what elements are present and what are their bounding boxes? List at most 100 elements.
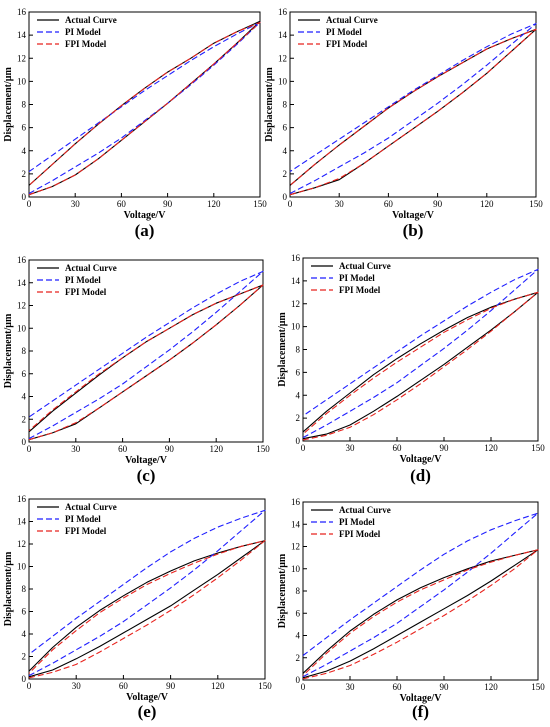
legend-label: PI Model [65, 27, 101, 37]
x-tick-label: 150 [531, 443, 545, 453]
y-tick-label: 16 [291, 497, 301, 507]
legend-label: Actual Curve [339, 261, 391, 271]
y-tick-label: 0 [283, 192, 288, 202]
y-axis-title: Displacement/μm [277, 312, 288, 387]
series-line-actual-curve [302, 549, 539, 679]
x-tick-label: 30 [335, 199, 345, 209]
series-line-fpi-model [28, 540, 266, 679]
x-tick-label: 120 [484, 682, 498, 692]
y-tick-label: 6 [283, 123, 288, 133]
x-axis-title: Voltage/V [125, 455, 168, 466]
y-tick-label: 6 [296, 608, 301, 618]
y-tick-label: 10 [17, 76, 27, 86]
y-tick-label: 2 [22, 652, 27, 662]
panel-label: (e) [138, 702, 157, 721]
panel-label: (f) [412, 702, 429, 721]
legend-label: PI Model [339, 273, 375, 283]
y-tick-label: 14 [291, 276, 301, 286]
chart-panel-6: 0 30 60 90 120 150 0 2 4 6 8 10 12 14 16 Voltage/V Displ… [277, 497, 545, 721]
y-tick-label: 10 [291, 322, 301, 332]
x-tick-label: 30 [71, 199, 81, 209]
y-tick-label: 16 [278, 7, 288, 17]
y-axis-title: Displacement/μm [3, 67, 14, 142]
legend-label: Actual Curve [326, 15, 378, 25]
series-line-actual-curve [28, 284, 264, 441]
x-tick-label: 90 [440, 682, 450, 692]
y-tick-label: 0 [296, 675, 301, 685]
chart-panel-2: 0 30 60 90 120 150 0 2 4 6 8 10 12 14 16 Voltage/V Displ… [264, 7, 543, 240]
y-axis-title: Displacement/μm [277, 553, 288, 628]
x-tick-label: 30 [346, 443, 356, 453]
legend-label: PI Model [339, 517, 375, 527]
x-tick-label: 150 [256, 444, 270, 454]
y-tick-label: 8 [283, 100, 288, 110]
y-tick-label: 12 [278, 53, 287, 63]
series-line-pi-model [28, 21, 261, 194]
x-tick-label: 60 [117, 199, 127, 209]
x-tick-label: 30 [71, 444, 81, 454]
y-tick-label: 16 [17, 494, 27, 504]
x-tick-label: 120 [480, 199, 494, 209]
y-tick-label: 4 [22, 629, 27, 639]
legend-label: Actual Curve [339, 505, 391, 515]
chart-panel-5: 0 30 60 90 120 150 0 2 4 6 8 10 12 14 16 Voltage/V Displ… [3, 494, 272, 721]
chart-panel-4: 0 30 60 90 120 150 0 2 4 6 8 10 12 14 16 Voltage/V Displ… [277, 253, 545, 485]
panel-label: (d) [410, 466, 431, 485]
x-tick-label: 150 [529, 199, 543, 209]
series-line-pi-model [28, 509, 266, 677]
y-tick-label: 8 [22, 584, 27, 594]
x-tick-label: 60 [384, 199, 394, 209]
y-tick-label: 2 [296, 413, 301, 423]
legend-label: Actual Curve [65, 15, 117, 25]
x-tick-label: 60 [393, 682, 403, 692]
y-tick-label: 4 [283, 146, 288, 156]
x-tick-label: 120 [207, 199, 221, 209]
y-tick-label: 6 [296, 367, 301, 377]
y-tick-label: 16 [291, 253, 301, 263]
panel-label: (c) [137, 466, 156, 485]
y-tick-label: 16 [17, 7, 27, 17]
legend-label: FPI Model [65, 287, 107, 297]
y-tick-label: 2 [22, 169, 27, 179]
x-tick-label: 0 [27, 444, 32, 454]
y-axis-title: Displacement/μm [3, 313, 14, 388]
x-tick-label: 90 [433, 199, 443, 209]
y-tick-label: 8 [296, 586, 301, 596]
x-tick-label: 120 [209, 444, 223, 454]
y-tick-label: 2 [283, 169, 288, 179]
y-tick-label: 10 [17, 562, 27, 572]
legend-label: PI Model [65, 275, 101, 285]
y-tick-label: 10 [291, 564, 301, 574]
y-tick-label: 8 [22, 346, 27, 356]
x-tick-label: 120 [484, 443, 498, 453]
y-tick-label: 6 [22, 369, 27, 379]
x-tick-label: 60 [118, 444, 128, 454]
x-tick-label: 90 [163, 199, 173, 209]
legend-label: FPI Model [65, 526, 107, 536]
x-axis-title: Voltage/V [400, 693, 443, 704]
x-tick-label: 0 [301, 682, 306, 692]
x-tick-label: 60 [119, 681, 129, 691]
legend-label: FPI Model [65, 39, 107, 49]
y-tick-label: 14 [17, 278, 27, 288]
legend-label: PI Model [326, 27, 362, 37]
series-line-pi-model [302, 268, 539, 439]
y-tick-label: 12 [17, 539, 26, 549]
y-tick-label: 0 [22, 674, 27, 684]
series-line-fpi-model [28, 284, 264, 441]
x-tick-label: 150 [253, 199, 267, 209]
x-tick-label: 30 [346, 682, 356, 692]
y-tick-label: 0 [22, 192, 27, 202]
series-line-fpi-model [302, 291, 539, 441]
x-axis-title: Voltage/V [400, 454, 443, 465]
y-tick-label: 2 [22, 414, 27, 424]
x-axis-title: Voltage/V [126, 692, 169, 703]
panel-label: (b) [403, 221, 424, 240]
y-tick-label: 2 [296, 653, 301, 663]
series-line-pi-model [289, 23, 537, 194]
y-tick-label: 6 [22, 123, 27, 133]
y-tick-label: 12 [17, 53, 26, 63]
y-tick-label: 14 [278, 30, 288, 40]
y-tick-label: 16 [17, 255, 27, 265]
series-line-actual-curve [28, 20, 261, 196]
